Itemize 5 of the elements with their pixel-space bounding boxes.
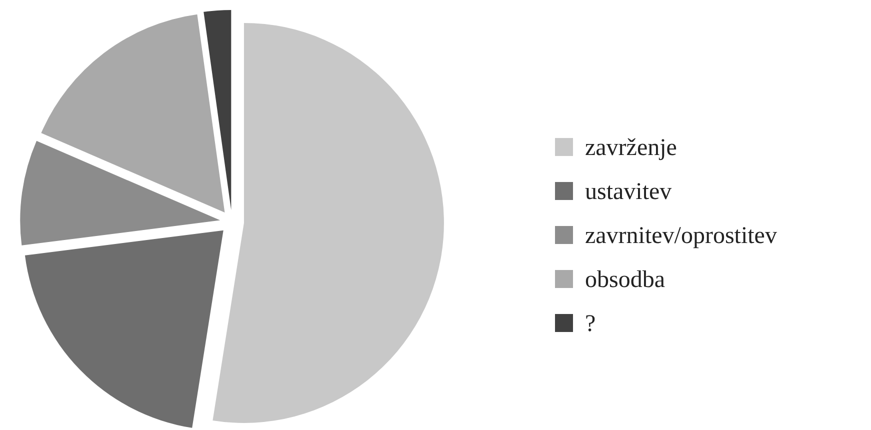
legend-label: ustavitev (585, 179, 672, 205)
legend-label: zavrženje (585, 135, 677, 161)
legend-label: zavrnitev/oprostitev (585, 223, 777, 249)
legend-label: ? (585, 311, 596, 337)
legend-label: obsodba (585, 267, 666, 293)
